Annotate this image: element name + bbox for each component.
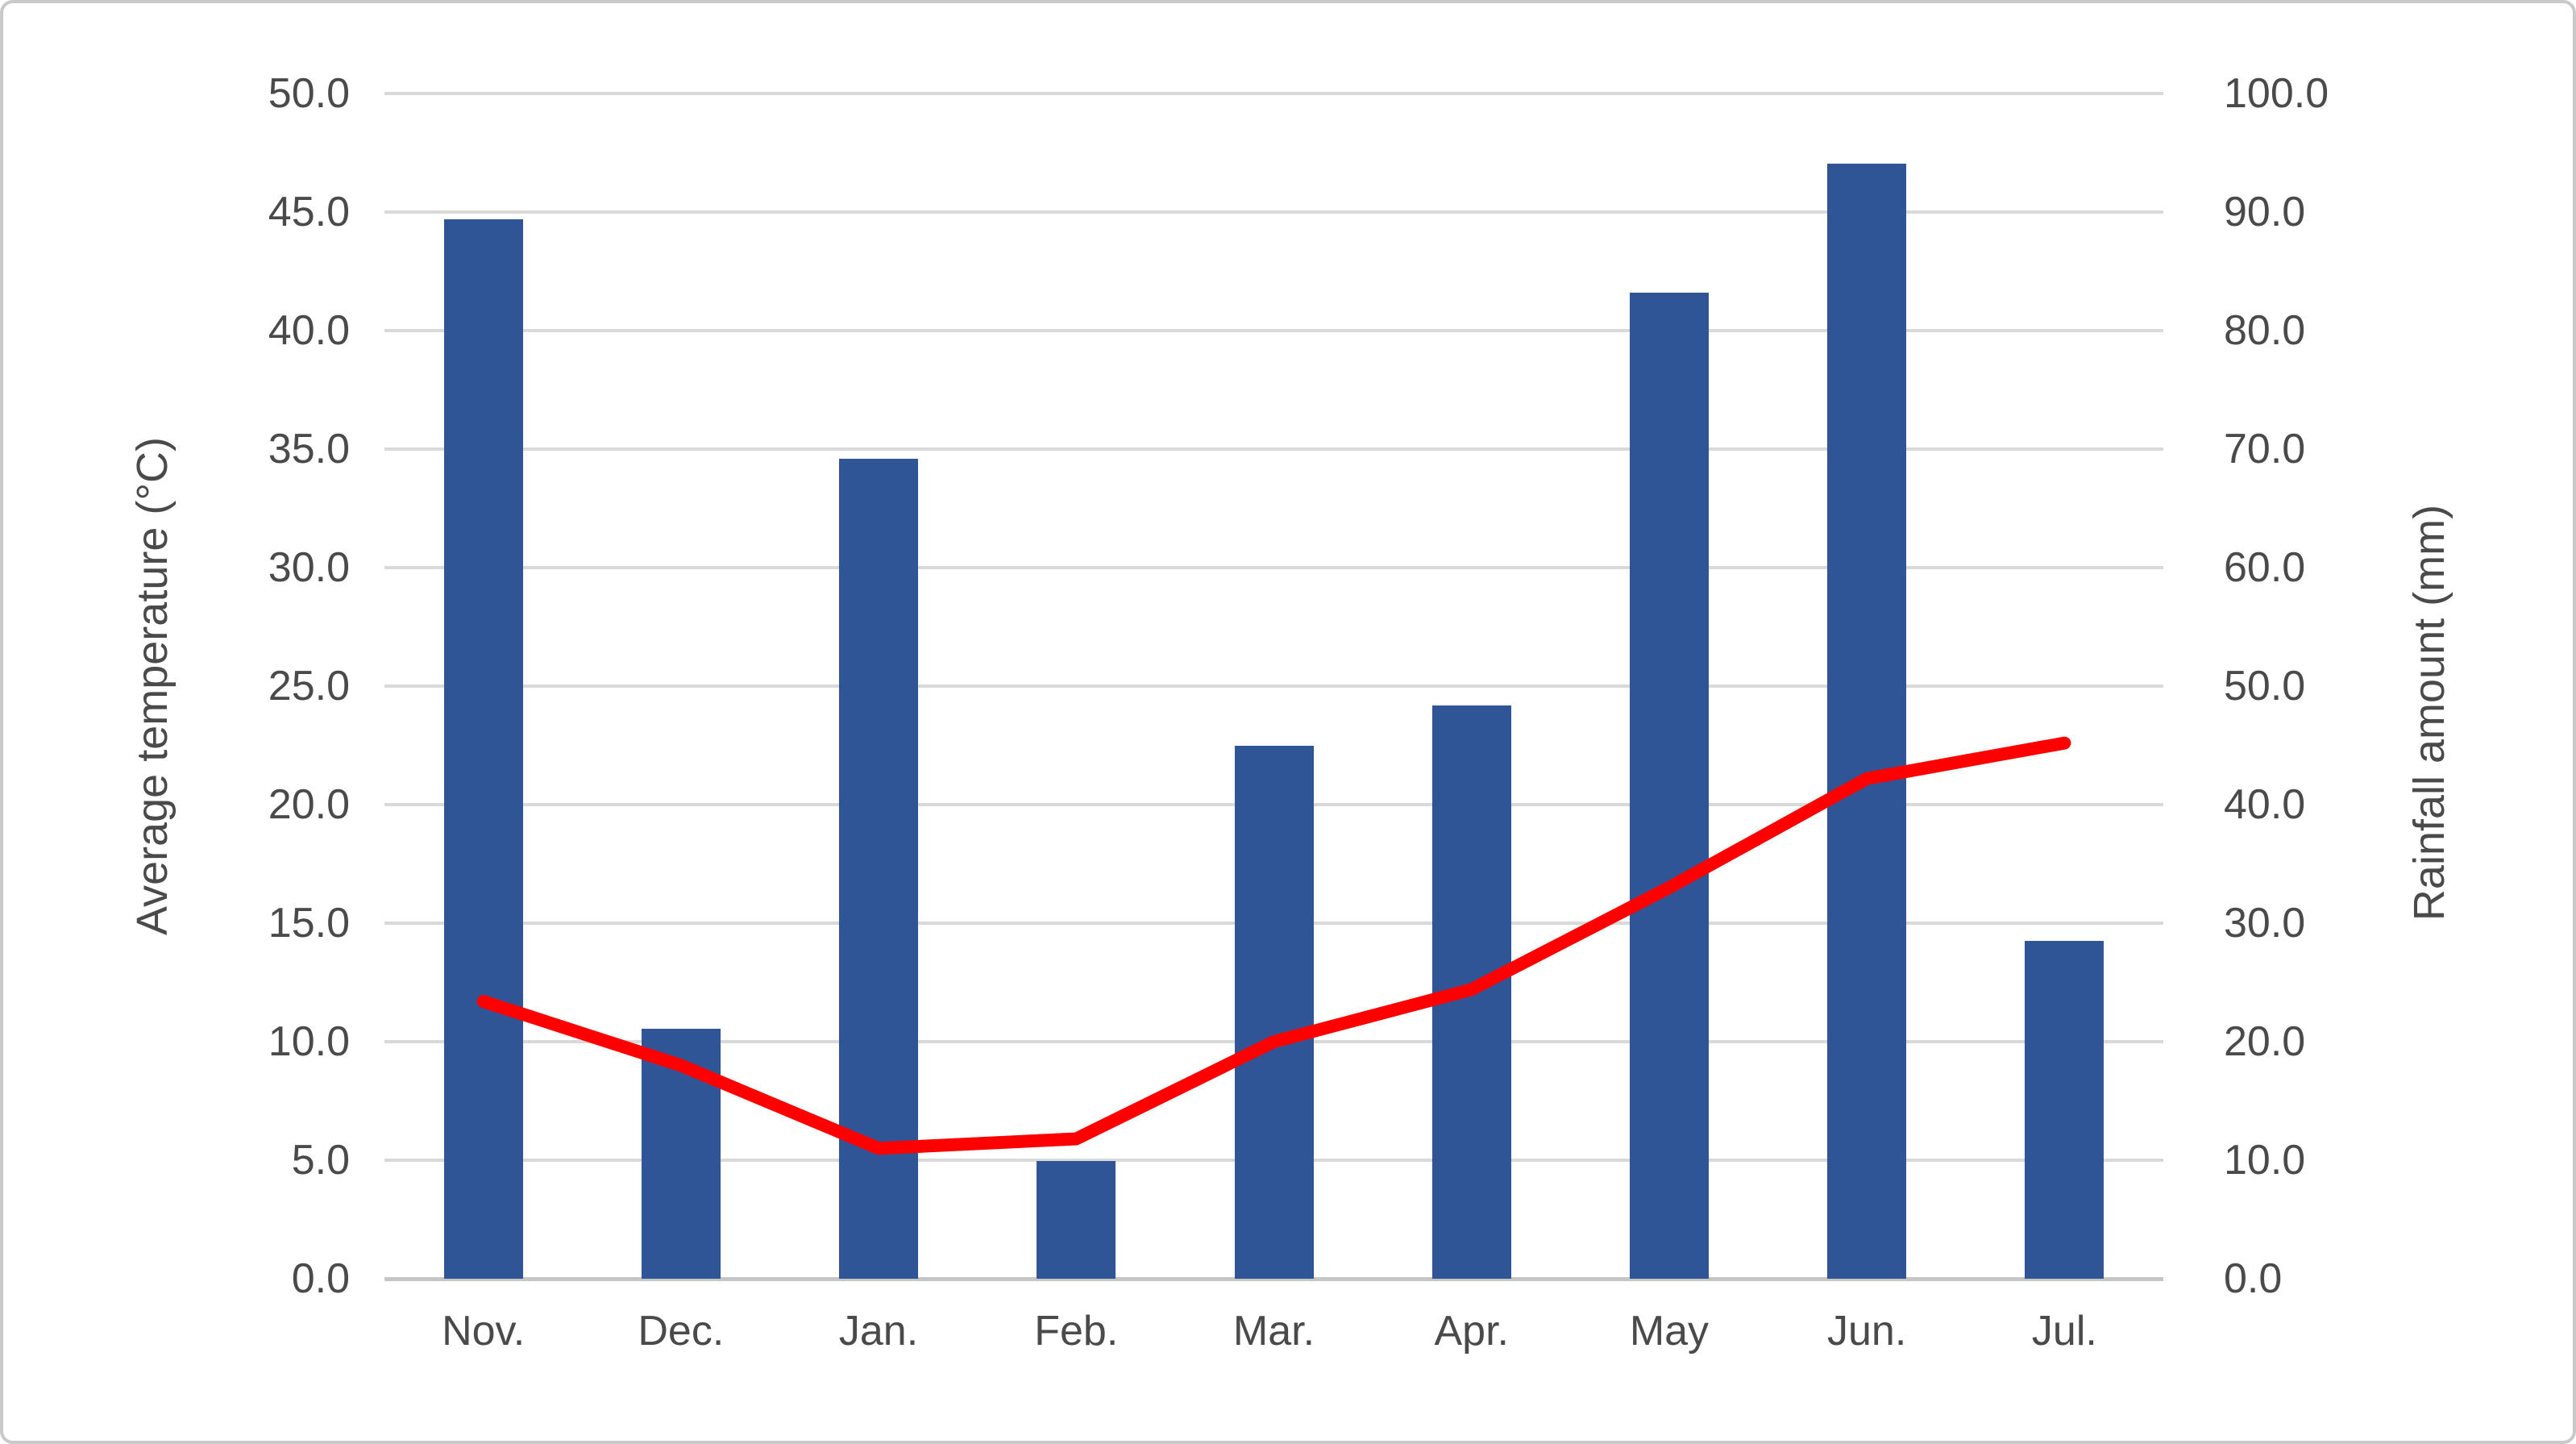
rainfall-bar [1827,163,1907,1279]
left-axis-tick-label: 20.0 [268,781,350,828]
left-axis-tick-label: 5.0 [291,1137,350,1184]
right-axis-tick-label: 10.0 [2224,1137,2306,1184]
gridline [384,329,2163,332]
rainfall-bar [1629,292,1709,1279]
gridline [384,685,2163,688]
left-axis-tick-label: 15.0 [268,900,350,947]
right-axis-tick-label: 0.0 [2224,1255,2283,1302]
temperature-line [476,736,2071,1155]
x-axis-category-label: May [1629,1308,1710,1355]
right-axis-tick-label: 20.0 [2224,1018,2306,1065]
gridline [384,566,2163,569]
temperature-line-layer [476,736,2071,1155]
x-axis-category-label: Jun. [1827,1308,1907,1355]
x-axis-line [384,1277,2163,1281]
right-axis-tick-label: 60.0 [2224,544,2306,591]
rainfall-bar [1234,745,1314,1279]
right-axis-tick-label: 90.0 [2224,189,2306,235]
right-axis-title: Rainfall amount (mm) [2405,504,2453,922]
left-axis-tick-label: 45.0 [268,189,350,235]
gridline [384,447,2163,451]
x-axis-category-label: Jan. [838,1308,919,1355]
rainfall-bar [2025,941,2104,1279]
rainfall-bar [1037,1161,1116,1279]
left-axis-tick-label: 0.0 [291,1255,350,1302]
left-axis-tick-label: 30.0 [268,544,350,591]
x-axis-category-label: Apr. [1434,1308,1509,1355]
right-axis-tick-label: 70.0 [2224,426,2306,472]
gridline [384,92,2163,95]
right-axis-tick-label: 30.0 [2224,900,2306,947]
left-axis-tick-label: 10.0 [268,1018,350,1065]
x-axis-category-label: Jul. [2031,1308,2097,1355]
rainfall-bar [443,218,523,1279]
plot-area [384,92,2163,1281]
x-axis-category-label: Mar. [1232,1308,1315,1355]
x-axis-category-label: Feb. [1034,1308,1119,1355]
x-axis-category-label: Dec. [638,1308,725,1355]
right-axis-tick-label: 80.0 [2224,307,2306,354]
left-axis-tick-label: 40.0 [268,307,350,354]
gridline [384,210,2163,214]
left-axis-tick-label: 25.0 [268,663,350,710]
right-axis-tick-label: 50.0 [2224,663,2306,710]
right-axis-tick-label: 40.0 [2224,781,2306,828]
left-axis-tick-label: 35.0 [268,426,350,472]
x-axis-category-label: Nov. [442,1308,526,1355]
right-axis-tick-label: 100.0 [2224,70,2329,117]
left-axis-tick-label: 50.0 [268,70,350,117]
